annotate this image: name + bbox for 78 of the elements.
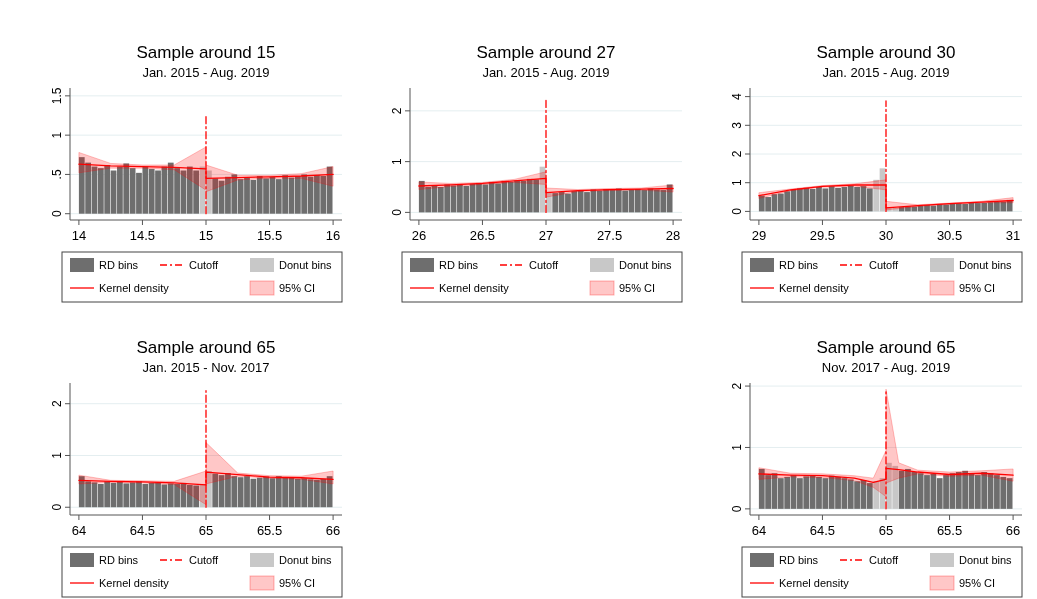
legend-label: Cutoff [869,554,900,566]
x-tick-label: 64.5 [129,523,156,538]
y-tick-label: 0 [50,503,64,511]
y-tick-label: 4 [730,92,744,100]
x-tick-label: 15 [198,228,214,243]
legend-label: RD bins [439,259,479,271]
x-tick-label: 66 [1005,523,1021,538]
x-tick-label: 15.5 [256,228,283,243]
legend-label: Kernel density [439,282,510,294]
y-tick-label: 2 [730,150,744,158]
y-tick-label: 1 [730,179,744,187]
x-tick-label: 27.5 [596,228,623,243]
legend-label: Kernel density [99,577,170,589]
x-tick-label: 29 [751,228,767,243]
x-tick-label: 64 [751,523,767,538]
x-tick-label: 30.5 [936,228,963,243]
chart-subtitle: Jan. 2015 - Nov. 2017 [142,360,270,375]
x-tick-label: 28 [665,228,681,243]
x-tick-label: 30 [878,228,894,243]
x-tick-label: 14 [71,228,87,243]
x-tick-label: 31 [1005,228,1021,243]
legend-label: Donut bins [959,554,1013,566]
text: 95% CI [279,282,316,294]
chart-subtitle: Jan. 2015 - Aug. 2019 [822,65,950,80]
y-tick-label: 1 [730,443,744,451]
legend-label: Donut bins [619,259,673,271]
legend-label: RD bins [99,554,139,566]
legend-label: RD bins [99,259,139,271]
legend-label: Cutoff [529,259,560,271]
legend-label: Kernel density [99,282,170,294]
y-tick-label: 0 [730,505,744,513]
legend-label: Donut bins [959,259,1013,271]
x-tick-label: 26.5 [469,228,496,243]
x-tick-label: 14.5 [129,228,156,243]
legend-label: Cutoff [189,259,220,271]
x-tick-label: 65.5 [936,523,963,538]
y-tick-label: 1 [50,131,64,139]
y-tick-label: 1 [390,157,404,165]
x-tick-label: 66 [325,523,341,538]
text: 95% CI [619,282,656,294]
x-tick-label: 65 [198,523,214,538]
text: 95% CI [959,282,996,294]
legend-label: Kernel density [779,282,850,294]
y-tick-label: 1.5 [50,87,64,105]
text: 95% CI [959,577,996,589]
chart-title: Sample around 27 [476,43,616,62]
chart-title: Sample around 65 [816,338,956,357]
y-tick-label: .5 [50,169,64,180]
legend-label: Kernel density [779,577,850,589]
y-tick-label: 3 [730,121,744,129]
y-tick-label: 2 [730,382,744,390]
x-tick-label: 16 [325,228,341,243]
chart-title: Sample around 30 [816,43,956,62]
legend-label: Donut bins [279,554,333,566]
legend-label: RD bins [779,554,819,566]
chart-subtitle: Jan. 2015 - Aug. 2019 [142,65,270,80]
y-tick-label: 0 [390,208,404,216]
x-tick-label: 64 [71,523,87,538]
x-tick-label: 64.5 [809,523,836,538]
legend-label: Cutoff [189,554,220,566]
chart-subtitle: Jan. 2015 - Aug. 2019 [482,65,610,80]
x-tick-label: 65 [878,523,894,538]
x-tick-label: 29.5 [809,228,836,243]
legend-label: RD bins [779,259,819,271]
x-tick-label: 65.5 [256,523,283,538]
chart-subtitle: Nov. 2017 - Aug. 2019 [821,360,951,375]
chart-title: Sample around 65 [136,338,276,357]
legend-label: Cutoff [869,259,900,271]
legend-label: Donut bins [279,259,333,271]
y-tick-label: 2 [390,107,404,115]
x-tick-label: 27 [538,228,554,243]
y-tick-label: 0 [50,210,64,218]
y-tick-label: 0 [730,207,744,215]
y-tick-label: 1 [50,451,64,459]
text: 95% CI [279,577,316,589]
chart-title: Sample around 15 [136,43,276,62]
y-tick-label: 2 [50,400,64,408]
x-tick-label: 26 [411,228,427,243]
